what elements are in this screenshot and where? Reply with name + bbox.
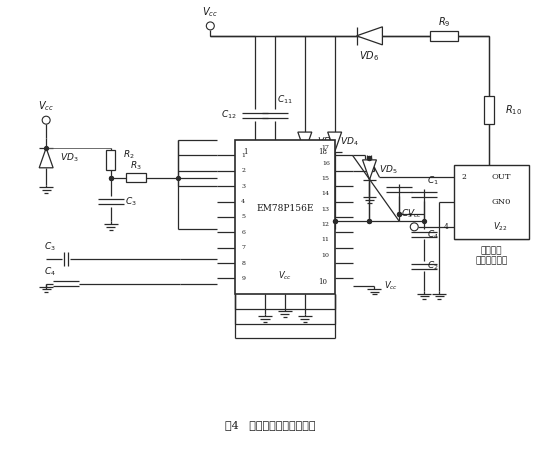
- Text: $C_{12}$: $C_{12}$: [221, 109, 237, 122]
- Text: 8: 8: [241, 260, 245, 265]
- Text: $VD_6$: $VD_6$: [360, 49, 380, 62]
- Text: 13: 13: [322, 207, 330, 212]
- Bar: [454, 165, 529, 239]
- Text: $V_{cc}$: $V_{cc}$: [38, 99, 54, 113]
- Text: $C_3$: $C_3$: [44, 241, 56, 253]
- Text: 18: 18: [318, 148, 327, 156]
- Text: 4: 4: [444, 223, 449, 231]
- Text: 5: 5: [241, 215, 245, 220]
- Text: $C_4$: $C_4$: [44, 266, 56, 278]
- Text: $R_9$: $R_9$: [438, 15, 450, 29]
- Polygon shape: [356, 27, 382, 45]
- Text: $R_{10}$: $R_{10}$: [505, 103, 522, 117]
- Text: 图4   无线遥控信号译码模块: 图4 无线遥控信号译码模块: [225, 420, 315, 430]
- Text: $V_{cc}$: $V_{cc}$: [384, 280, 399, 292]
- Text: 1: 1: [241, 153, 245, 158]
- Text: GN0: GN0: [491, 198, 510, 206]
- Polygon shape: [328, 132, 342, 152]
- Polygon shape: [362, 160, 376, 180]
- Text: $VD_4$: $VD_4$: [340, 136, 359, 148]
- Text: 12: 12: [322, 222, 330, 227]
- Text: $C_1$: $C_1$: [427, 175, 439, 187]
- Text: 1: 1: [243, 148, 248, 156]
- Text: $R_2$: $R_2$: [123, 149, 134, 161]
- Text: $C_3$: $C_3$: [125, 195, 137, 208]
- Bar: [235, 140, 335, 294]
- Text: 16: 16: [322, 161, 330, 166]
- Bar: [430, 31, 458, 41]
- Polygon shape: [298, 132, 312, 152]
- Text: 2: 2: [241, 168, 245, 173]
- Text: 7: 7: [241, 245, 245, 250]
- Circle shape: [42, 116, 50, 124]
- Text: 2: 2: [462, 173, 467, 181]
- Text: $C_2$: $C_2$: [427, 260, 439, 272]
- Text: $C_4$: $C_4$: [427, 228, 439, 241]
- Bar: [126, 173, 146, 182]
- Text: 6: 6: [241, 230, 245, 235]
- Text: $V_{22}$: $V_{22}$: [494, 220, 508, 233]
- Text: EM78P156E: EM78P156E: [256, 204, 314, 213]
- Text: 9: 9: [241, 276, 245, 281]
- Text: OUT: OUT: [491, 173, 510, 181]
- Text: 10: 10: [322, 253, 330, 258]
- Circle shape: [410, 223, 418, 231]
- Text: 3: 3: [241, 184, 245, 189]
- Text: $C_{11}$: $C_{11}$: [277, 93, 293, 106]
- Text: 17: 17: [322, 145, 330, 150]
- Polygon shape: [39, 148, 53, 168]
- Text: $VD_1$: $VD_1$: [317, 136, 335, 148]
- Bar: [106, 150, 116, 170]
- Text: $VD_5$: $VD_5$: [380, 163, 398, 176]
- Text: $V_{cc}$: $V_{cc}$: [407, 207, 422, 220]
- Text: 无线遥控: 无线遥控: [481, 247, 502, 255]
- Bar: [484, 97, 494, 124]
- Text: $VD_3$: $VD_3$: [60, 152, 79, 164]
- Text: 11: 11: [322, 238, 330, 242]
- Text: $V_{cc}$: $V_{cc}$: [278, 270, 292, 282]
- Text: $R_3$: $R_3$: [130, 159, 141, 172]
- Circle shape: [206, 22, 214, 30]
- Text: 10: 10: [318, 278, 327, 286]
- Text: $V_{cc}$: $V_{cc}$: [202, 5, 218, 19]
- Text: $C_3$: $C_3$: [401, 207, 413, 220]
- Text: 4: 4: [241, 199, 245, 204]
- Text: 14: 14: [321, 191, 330, 196]
- Text: 信号接收模块: 信号接收模块: [475, 256, 508, 265]
- Text: 15: 15: [322, 176, 330, 181]
